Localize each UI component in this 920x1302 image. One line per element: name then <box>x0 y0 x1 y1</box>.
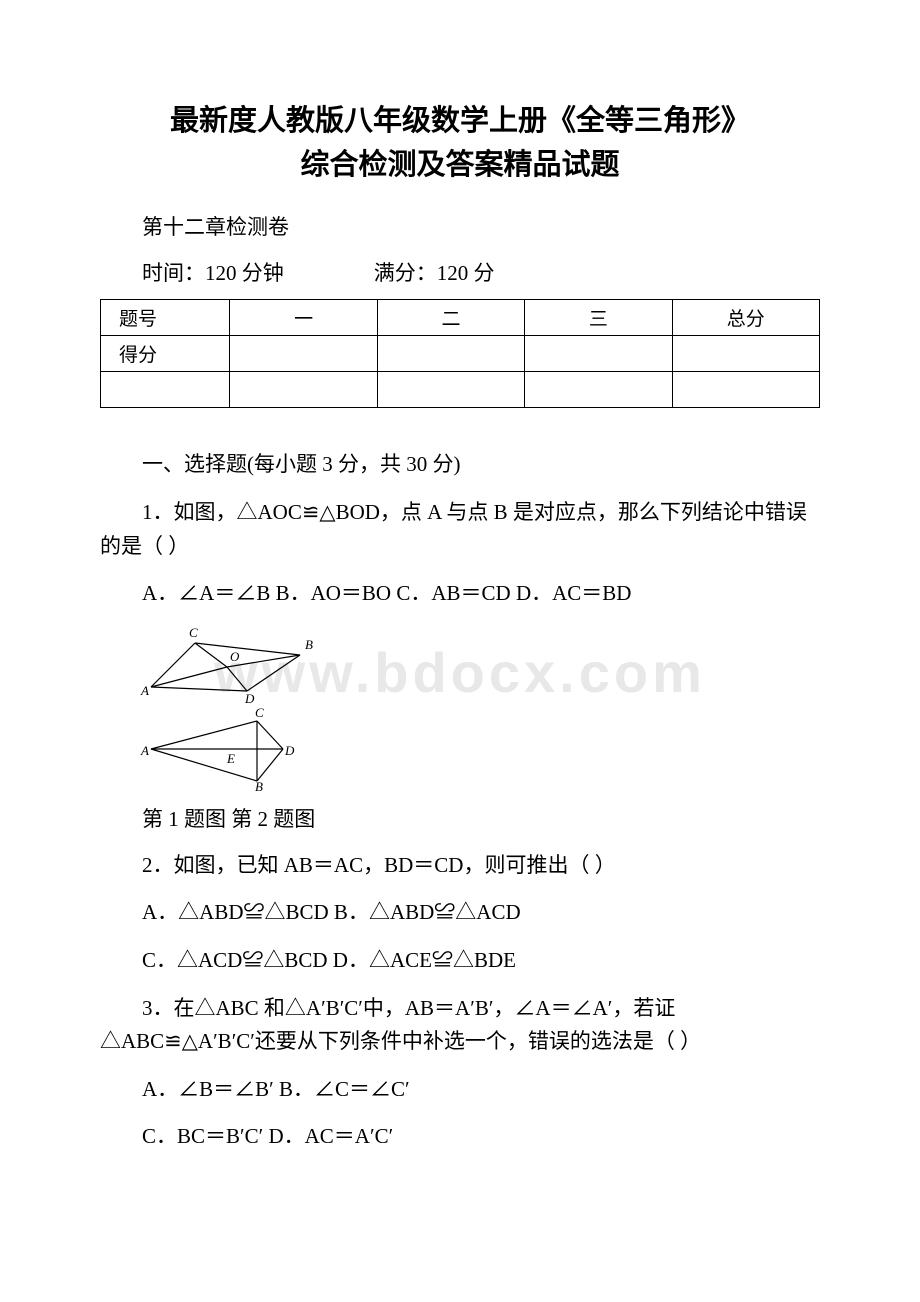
question-1: 1．如图，△AOC≌△BOD，点 A 与点 B 是对应点，那么下列结论中错误的是… <box>100 496 820 563</box>
svg-text:D: D <box>284 743 295 758</box>
title-line-1: 最新度人教版八年级数学上册《全等三角形》 <box>170 105 750 137</box>
question-3: 3．在△ABC 和△A′B′C′中，AB＝A′B′，∠A＝∠A′，若证△ABC≌… <box>100 992 820 1059</box>
svg-text:C: C <box>189 625 198 640</box>
section-1-heading: 一、选择题(每小题 3 分，共 30 分) <box>100 448 820 478</box>
cell: 一 <box>230 300 377 336</box>
cell <box>230 336 377 372</box>
cell-label: 题号 <box>101 300 230 336</box>
svg-text:D: D <box>244 691 255 705</box>
question-3-options-cd: C．BC＝B′C′ D．AC＝A′C′ <box>100 1120 820 1154</box>
question-1-options: A．∠A＝∠B B．AO＝BO C．AB＝CD D．AC＝BD <box>100 577 820 611</box>
cell <box>525 372 672 408</box>
svg-text:O: O <box>230 649 240 664</box>
figure-2: A C D B E <box>135 705 320 795</box>
cell: 二 <box>377 300 524 336</box>
cell <box>377 372 524 408</box>
svg-text:B: B <box>305 637 313 652</box>
question-2: 2．如图，已知 AB＝AC，BD＝CD，则可推出（ ） <box>100 849 820 883</box>
title-line-2: 综合检测及答案精品试题 <box>300 149 619 181</box>
svg-text:A: A <box>140 683 149 698</box>
cell <box>672 336 819 372</box>
cell-label: 得分 <box>101 336 230 372</box>
score-table: 题号 一 二 三 总分 得分 <box>100 299 820 408</box>
cell <box>525 336 672 372</box>
svg-text:C: C <box>255 705 264 720</box>
svg-text:E: E <box>226 751 235 766</box>
figure-container: ACOBD ACDBE <box>135 625 820 795</box>
question-2-options-ab: A．△ABD≌△BCD B．△ABD≌△ACD <box>100 896 820 930</box>
table-row: 题号 一 二 三 总分 <box>101 300 820 336</box>
table-row: 得分 <box>101 336 820 372</box>
svg-text:A: A <box>140 743 149 758</box>
cell-label <box>101 372 230 408</box>
figure-caption-1-2: 第 1 题图 第 2 题图 <box>100 803 820 833</box>
score-label: 满分：120 分 <box>374 261 495 285</box>
svg-text:B: B <box>255 779 263 794</box>
cell: 总分 <box>672 300 819 336</box>
time-label: 时间：120 分钟 <box>142 261 284 285</box>
question-3-options-ab: A．∠B＝∠B′ B．∠C＝∠C′ <box>100 1073 820 1107</box>
time-score-row: 时间：120 分钟 满分：120 分 <box>100 257 820 287</box>
cell <box>377 336 524 372</box>
table-row <box>101 372 820 408</box>
chapter-label: 第十二章检测卷 <box>100 211 820 241</box>
cell <box>230 372 377 408</box>
cell <box>672 372 819 408</box>
cell: 三 <box>525 300 672 336</box>
question-2-options-cd: C．△ACD≌△BCD D．△ACE≌△BDE <box>100 944 820 978</box>
document-title: 最新度人教版八年级数学上册《全等三角形》 综合检测及答案精品试题 <box>100 100 820 187</box>
figure-1: A C O B D <box>135 625 320 705</box>
